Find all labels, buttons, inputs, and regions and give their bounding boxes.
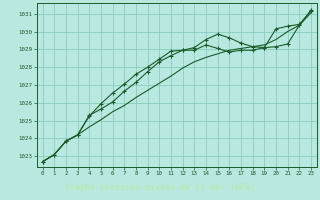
Text: Graphe pression niveau de la mer (hPa): Graphe pression niveau de la mer (hPa)	[65, 183, 255, 192]
